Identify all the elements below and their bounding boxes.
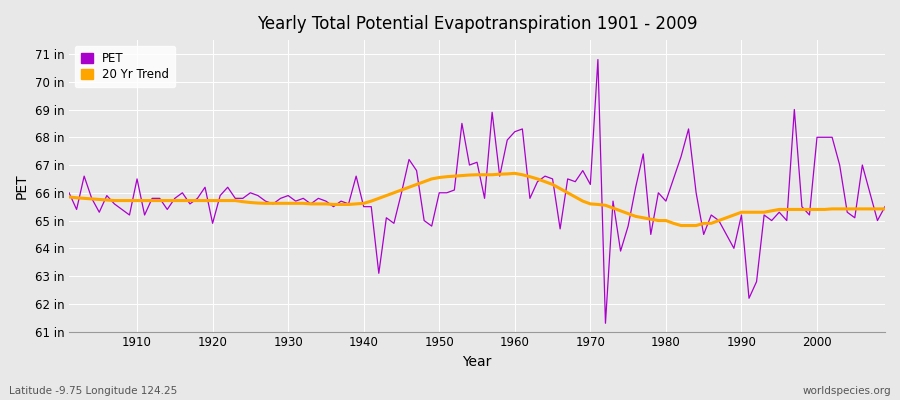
PET [592, 57, 603, 62]
20 Yr Trend [502, 172, 513, 176]
X-axis label: Year: Year [463, 355, 491, 369]
PET [291, 199, 302, 204]
PET [616, 249, 626, 254]
20 Yr Trend [676, 223, 687, 228]
Line: 20 Yr Trend: 20 Yr Trend [69, 173, 885, 226]
Text: worldspecies.org: worldspecies.org [803, 386, 891, 396]
20 Yr Trend [517, 172, 527, 177]
20 Yr Trend [64, 194, 75, 199]
20 Yr Trend [336, 202, 346, 207]
PET [509, 129, 520, 134]
PET [600, 321, 611, 326]
20 Yr Trend [509, 171, 520, 176]
PET [879, 204, 890, 209]
Line: PET: PET [69, 60, 885, 323]
20 Yr Trend [608, 206, 618, 210]
Text: Latitude -9.75 Longitude 124.25: Latitude -9.75 Longitude 124.25 [9, 386, 177, 396]
20 Yr Trend [291, 201, 302, 206]
PET [336, 199, 346, 204]
20 Yr Trend [124, 198, 135, 203]
PET [64, 190, 75, 195]
PET [124, 212, 135, 217]
20 Yr Trend [879, 206, 890, 211]
PET [502, 138, 513, 142]
Legend: PET, 20 Yr Trend: PET, 20 Yr Trend [75, 46, 175, 87]
Title: Yearly Total Potential Evapotranspiration 1901 - 2009: Yearly Total Potential Evapotranspiratio… [256, 15, 698, 33]
Y-axis label: PET: PET [15, 173, 29, 199]
